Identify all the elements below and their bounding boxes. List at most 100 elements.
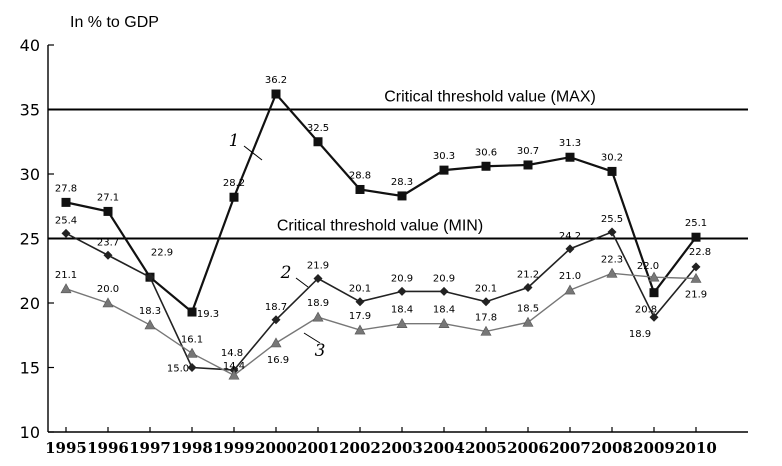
- data-label: 18.4: [391, 305, 413, 316]
- data-label: 14.4: [223, 361, 245, 372]
- x-tick-label: 2009: [633, 439, 675, 457]
- series-point: [606, 267, 618, 278]
- x-tick-label: 2004: [423, 439, 465, 457]
- data-label: 32.5: [307, 123, 329, 134]
- data-label: 21.9: [685, 289, 707, 300]
- series-point: [648, 271, 660, 282]
- data-label: 25.4: [55, 215, 77, 226]
- data-label: 18.4: [433, 305, 455, 316]
- data-label: 18.7: [265, 302, 287, 313]
- data-label: 21.9: [307, 260, 329, 271]
- data-label: 28.2: [223, 178, 245, 189]
- series-point: [481, 161, 491, 171]
- series-point: [60, 283, 72, 294]
- series-point: [271, 315, 281, 325]
- series-point: [438, 318, 450, 328]
- x-tick-label: 2008: [591, 439, 633, 457]
- data-label: 20.0: [97, 284, 119, 295]
- y-axis-unit-label: In % to GDP: [70, 14, 159, 31]
- series-group: [60, 89, 702, 380]
- data-label: 31.3: [559, 138, 581, 149]
- series-point: [397, 286, 407, 296]
- thresholds-group: Critical threshold value (MAX) Critical t…: [48, 89, 748, 240]
- data-label: 28.3: [391, 177, 413, 188]
- series-line: [65, 91, 697, 314]
- x-tick-label: 2000: [255, 439, 297, 457]
- threshold-label: Critical threshold value (MAX): [384, 89, 596, 106]
- x-tick-label: 1999: [213, 439, 255, 457]
- data-label: 22.9: [151, 248, 173, 259]
- series-point: [61, 197, 71, 207]
- series-callout-line: [243, 145, 263, 161]
- series-point: [480, 325, 492, 336]
- data-label: 21.0: [559, 271, 581, 282]
- series-point: [565, 244, 575, 254]
- data-label: 16.9: [267, 355, 289, 366]
- x-tick-label: 1996: [87, 439, 129, 457]
- data-label: 15.0: [167, 364, 189, 375]
- series-point: [607, 227, 617, 237]
- series-point: [355, 184, 365, 194]
- data-label: 24.2: [559, 231, 581, 242]
- series-point: [354, 324, 366, 335]
- x-tick-label: 2007: [549, 439, 591, 457]
- data-label: 18.3: [139, 306, 161, 317]
- series-point: [439, 165, 449, 175]
- x-tick-label: 1997: [129, 439, 171, 457]
- data-label: 20.1: [349, 284, 371, 295]
- x-tick-label: 2003: [381, 439, 423, 457]
- series-point: [691, 262, 701, 272]
- series-point: [523, 160, 533, 170]
- data-label: 22.3: [601, 254, 623, 265]
- series-point: [607, 166, 617, 176]
- data-label: 30.6: [475, 147, 497, 158]
- series-point: [355, 297, 365, 307]
- y-tick-label: 15: [20, 359, 40, 378]
- series-point: [103, 250, 113, 260]
- x-tick-label: 2010: [675, 439, 717, 457]
- y-tick-label: 30: [20, 165, 40, 184]
- data-label: 21.1: [55, 270, 77, 281]
- y-tick-label: 20: [20, 294, 40, 313]
- y-tick-label: 40: [20, 36, 40, 55]
- data-label: 20.9: [433, 273, 455, 284]
- series-point: [271, 89, 281, 99]
- x-tick-label: 2005: [465, 439, 507, 457]
- series-point: [523, 283, 533, 293]
- series-point: [649, 312, 659, 322]
- series-number-label: 2: [280, 263, 292, 283]
- data-label: 30.2: [601, 152, 623, 163]
- x-tick-label: 2006: [507, 439, 549, 457]
- series-point: [144, 319, 156, 330]
- data-label: 30.7: [517, 146, 539, 157]
- series-number-label: 1: [229, 131, 240, 151]
- series-point: [228, 369, 240, 380]
- series-point: [565, 152, 575, 162]
- data-label: 20.1: [475, 284, 497, 295]
- series-point: [229, 192, 239, 202]
- data-label: 21.2: [517, 270, 539, 281]
- y-tick-label: 25: [20, 230, 40, 249]
- data-label: 27.8: [55, 183, 77, 194]
- threshold-label: Critical threshold value (MIN): [277, 218, 483, 235]
- series-point: [649, 288, 659, 298]
- data-label: 20.8: [635, 305, 657, 316]
- data-label: 27.1: [97, 192, 119, 203]
- data-label: 23.7: [97, 237, 119, 248]
- data-label: 25.5: [601, 214, 623, 225]
- data-label: 18.9: [629, 329, 651, 340]
- data-label: 30.3: [433, 151, 455, 162]
- series-point: [564, 284, 576, 295]
- data-label: 18.9: [307, 298, 329, 309]
- series-point: [396, 318, 408, 328]
- series-point: [312, 311, 324, 322]
- data-label: 36.2: [265, 75, 287, 86]
- series-callout-line: [303, 332, 321, 344]
- series-point: [313, 273, 323, 283]
- series-point: [103, 206, 113, 216]
- data-label: 17.8: [475, 312, 497, 323]
- y-tick-label: 35: [20, 101, 40, 120]
- series-number-label: 3: [315, 341, 326, 361]
